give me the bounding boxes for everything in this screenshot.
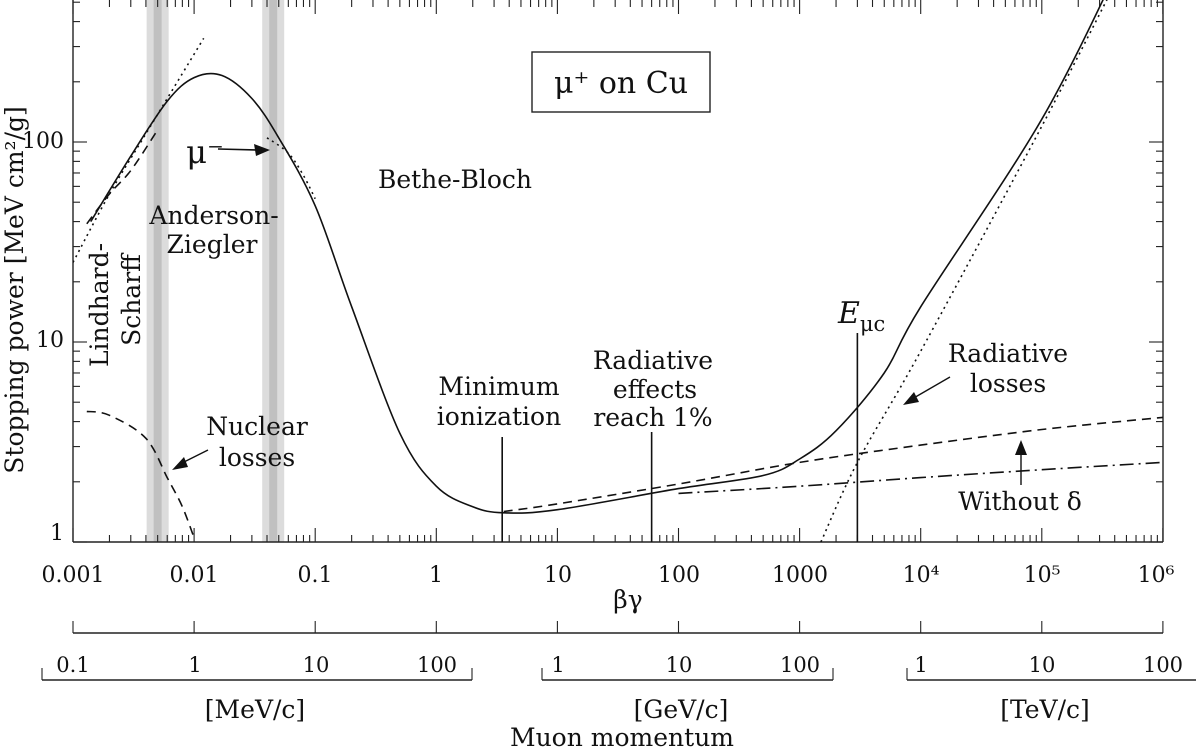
min-ion-label-2: ionization — [437, 402, 561, 431]
momentum-axis-mev — [41, 668, 473, 681]
y-tick-label: 1 — [50, 521, 64, 546]
region-band-core-2 — [269, 0, 278, 542]
momentum-axis-tev — [906, 668, 1196, 681]
rad-loss-arrowhead — [903, 392, 919, 405]
y-axis-title: Stopping power [MeV cm²/g] — [0, 106, 29, 473]
x-axis-title: βγ — [613, 585, 642, 614]
x-tick-labels: 0.001 0.01 0.1 1 10 100 1000 10⁴ 10⁵ 10⁶ — [42, 563, 1175, 588]
x-tick-label: 1 — [429, 563, 443, 588]
x-tick-label: 0.01 — [170, 563, 219, 588]
mu-minus-arrowhead — [254, 144, 270, 156]
x-tick-label: 10⁴ — [903, 563, 940, 588]
y-tick-label: 100 — [22, 129, 64, 154]
tev-tick: 10 — [1029, 653, 1056, 677]
gev-tick: 100 — [780, 653, 820, 677]
mu-minus-label: μ⁻ — [186, 133, 224, 171]
mev-tick: 0.1 — [56, 653, 89, 677]
gev-tick: 1 — [551, 653, 564, 677]
y-tick-label: 10 — [36, 328, 64, 353]
lindhard-label-2: Scharff — [117, 252, 146, 346]
rad-eff-label-2: effects — [613, 375, 697, 404]
region-bands — [146, 0, 285, 542]
mev-tick: 10 — [303, 653, 330, 677]
x-tick-label: 10⁵ — [1024, 563, 1061, 588]
momentum-axis-betagamma — [72, 621, 1164, 634]
rad-eff-label-1: Radiative — [593, 346, 713, 375]
without-delta-label: Without δ — [958, 487, 1082, 516]
x-tick-label: 0.1 — [298, 563, 333, 588]
without-delta-arrowhead — [1015, 440, 1027, 455]
mev-unit: [MeV/c] — [205, 695, 305, 724]
vertical-markers — [501, 333, 859, 542]
x-tick-label: 10⁶ — [1138, 563, 1175, 588]
rad-loss-arrow — [911, 376, 951, 400]
anderson-label-1: Anderson- — [148, 201, 278, 230]
material-label: μ⁺ on Cu — [554, 66, 688, 101]
region-band-core-1 — [153, 0, 162, 542]
momentum-axis-gev — [541, 668, 834, 681]
x-tick-label: 10 — [544, 563, 572, 588]
tev-tick: 1 — [914, 653, 927, 677]
nuclear-losses-curve — [86, 410, 195, 539]
x-tick-label: 1000 — [772, 563, 828, 588]
nuclear-label-2: losses — [219, 443, 295, 472]
radiative-losses-curve — [820, 0, 1108, 542]
gev-unit: [GeV/c] — [634, 695, 729, 724]
curves — [73, 0, 1163, 542]
bethe-bloch-label: Bethe-Bloch — [378, 165, 532, 194]
without-density-effect-curve — [503, 416, 1163, 513]
total-stopping-power-curve — [90, 0, 1104, 514]
without-restricted-curve — [678, 461, 1163, 495]
mev-tick: 1 — [188, 653, 201, 677]
rad-eff-label-3: reach 1% — [593, 403, 712, 432]
momentum-axis-title: Muon momentum — [510, 723, 734, 752]
x-tick-label: 0.001 — [42, 563, 105, 588]
nuclear-arrowhead — [172, 457, 188, 470]
tev-tick: 100 — [1143, 653, 1183, 677]
rad-loss-label-2: losses — [970, 369, 1046, 398]
min-ion-label-1: Minimum — [438, 372, 559, 401]
anderson-label-2: Ziegler — [167, 230, 258, 259]
rad-loss-label-1: Radiative — [948, 339, 1068, 368]
emuc-label: Eμc — [837, 296, 885, 336]
material-label-box — [531, 51, 711, 113]
mev-tick: 100 — [417, 653, 457, 677]
tev-unit: [TeV/c] — [1000, 695, 1090, 724]
mu-minus-arrow — [217, 148, 259, 151]
lindhard-scharff-curve — [86, 129, 159, 225]
lindhard-label-1: Lindhard- — [85, 243, 114, 367]
nuclear-label-1: Nuclear — [206, 412, 308, 441]
x-tick-label: 100 — [658, 563, 700, 588]
gev-tick: 10 — [666, 653, 693, 677]
